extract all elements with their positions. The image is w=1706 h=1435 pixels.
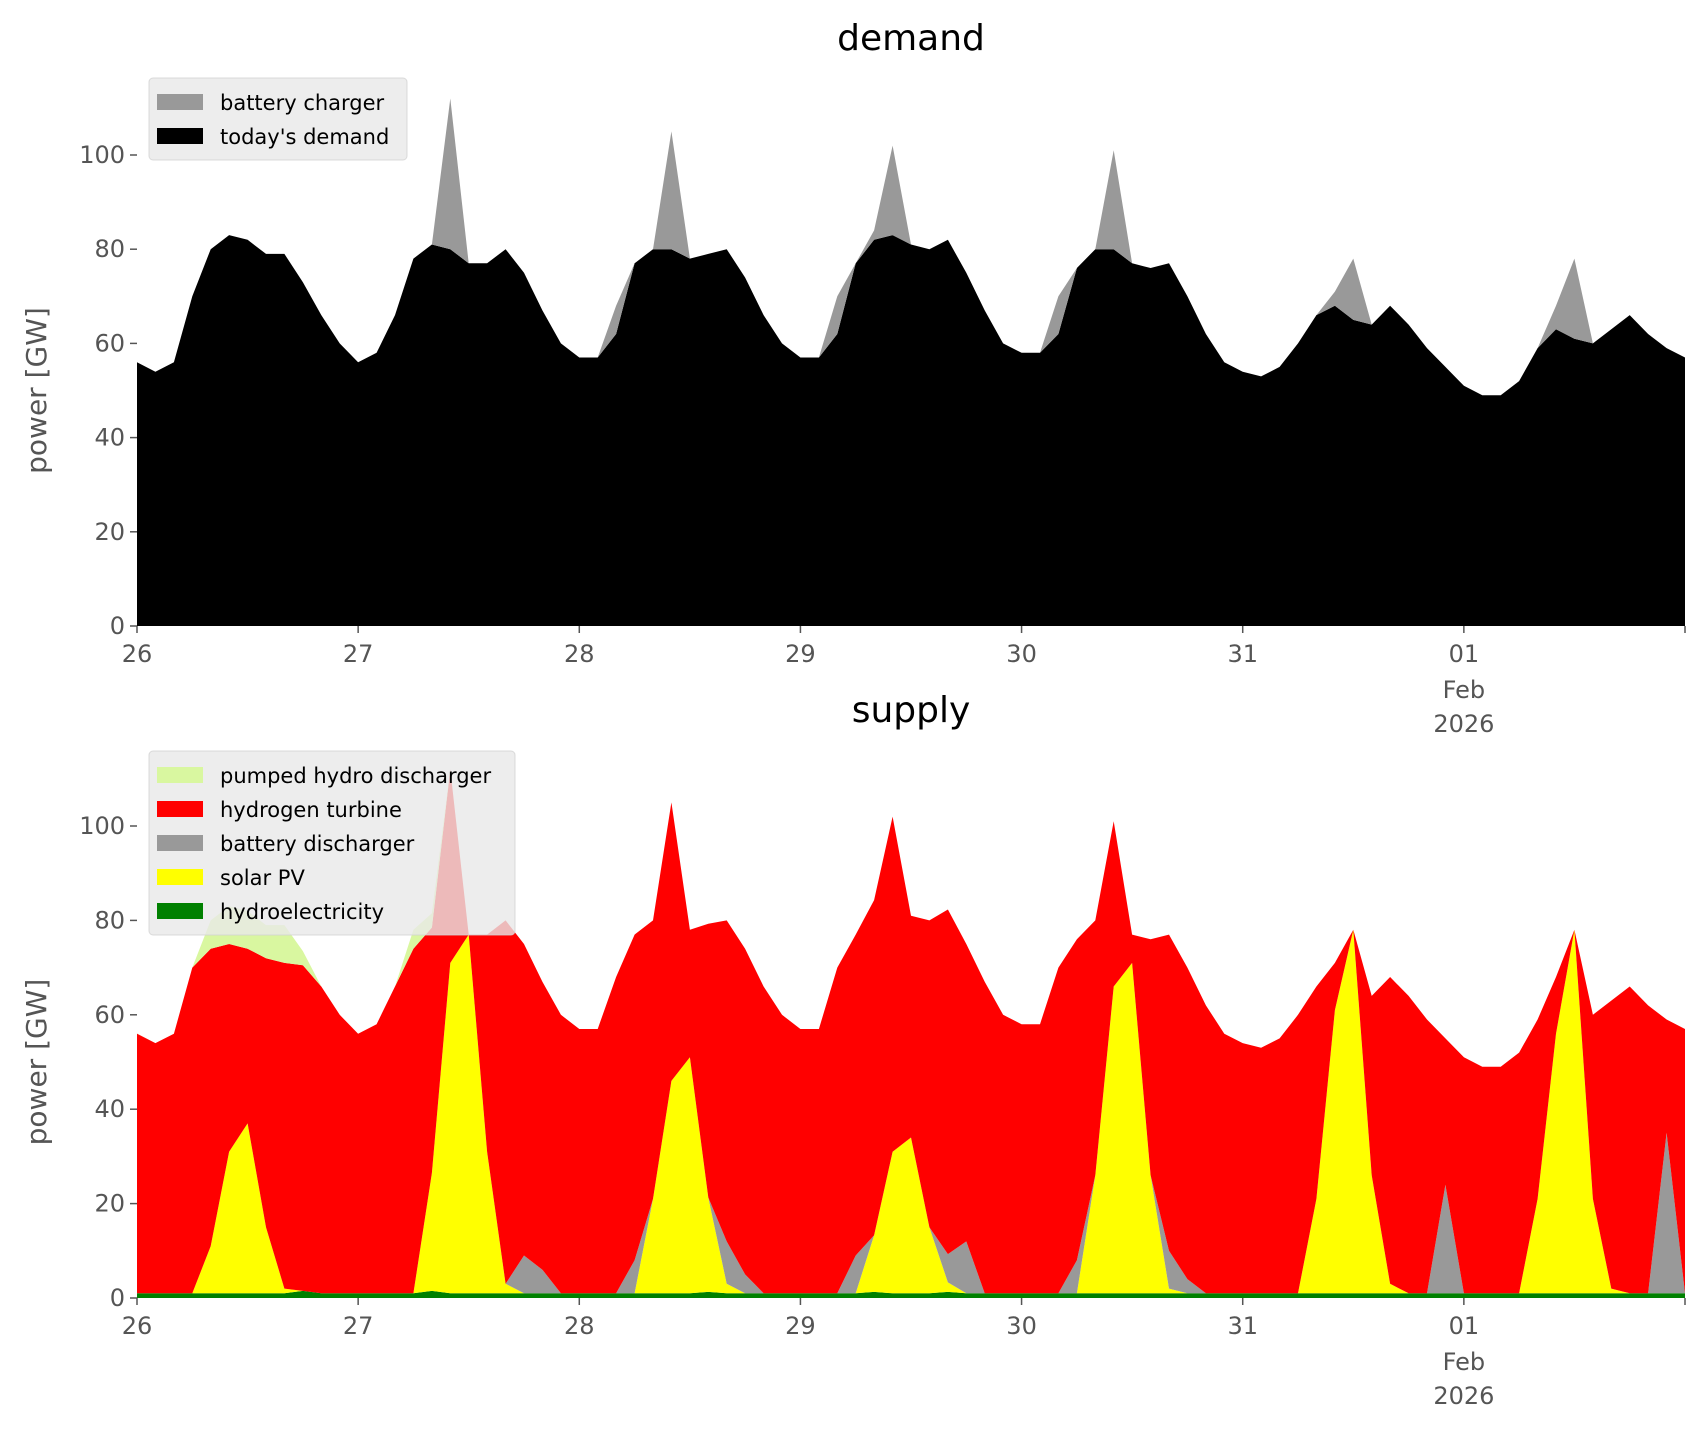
area-hydrogen-turbine xyxy=(137,769,1685,1294)
y-tick-label: 40 xyxy=(94,1095,125,1123)
x-tick-sublabel: Feb xyxy=(1443,676,1486,704)
supply-legend: pumped hydro discharger hydrogen turbine b… xyxy=(148,750,516,936)
x-tick-label: 31 xyxy=(1227,1312,1258,1340)
x-tick-label: 28 xyxy=(564,1312,595,1340)
x-tick-label: 31 xyxy=(1227,640,1258,668)
x-tick-label: 01 xyxy=(1449,1312,1480,1340)
y-tick-label: 0 xyxy=(110,612,125,640)
y-axis-label: power [GW] xyxy=(20,307,53,474)
legend-label: battery charger xyxy=(220,91,385,115)
demand-chart: demand 0 20 40 60 80 100 26 27 28 29 30 31 01 Feb 2026 p… xyxy=(20,18,1686,738)
area-solar-pv xyxy=(137,929,1685,1294)
legend-swatch xyxy=(157,767,203,783)
y-tick-label: 20 xyxy=(94,518,125,546)
x-tick-label: 29 xyxy=(785,1312,816,1340)
y-tick-label: 60 xyxy=(94,329,125,357)
x-tick-label: 26 xyxy=(122,640,153,668)
x-tick-label: 30 xyxy=(1006,640,1037,668)
y-tick-label: 0 xyxy=(110,1284,125,1312)
y-tick-label: 80 xyxy=(94,906,125,934)
x-tick-label: 27 xyxy=(343,640,374,668)
legend-swatch xyxy=(157,801,203,817)
y-tick-label: 60 xyxy=(94,1001,125,1029)
legend-label: pumped hydro discharger xyxy=(220,764,491,788)
demand-legend: battery charger today's demand xyxy=(148,77,408,161)
legend-swatch xyxy=(157,903,203,919)
legend-box xyxy=(148,750,516,936)
supply-title: supply xyxy=(852,690,971,731)
area-hydroelectricity xyxy=(137,1290,1685,1298)
demand-title: demand xyxy=(837,18,985,59)
area-today-s-demand xyxy=(137,235,1685,626)
legend-box xyxy=(148,77,408,161)
x-tick-label: 01 xyxy=(1449,640,1480,668)
legend-swatch xyxy=(157,128,203,144)
legend-label: hydrogen turbine xyxy=(220,798,402,822)
y-tick-label: 20 xyxy=(94,1190,125,1218)
y-tick-label: 100 xyxy=(79,812,125,840)
x-tick-label: 29 xyxy=(785,640,816,668)
area-battery-charger xyxy=(137,98,1685,396)
x-tick-sublabel: 2026 xyxy=(1433,1382,1494,1410)
x-tick-label: 30 xyxy=(1006,1312,1037,1340)
y-axis-label: power [GW] xyxy=(20,979,53,1146)
legend-label: hydroelectricity xyxy=(220,900,384,924)
legend-label: today's demand xyxy=(220,125,389,149)
legend-label: solar PV xyxy=(220,866,305,890)
x-tick-label: 27 xyxy=(343,1312,374,1340)
x-tick-label: 28 xyxy=(564,640,595,668)
y-tick-label: 40 xyxy=(94,424,125,452)
x-tick-sublabel: 2026 xyxy=(1433,710,1494,738)
y-tick-label: 80 xyxy=(94,235,125,263)
legend-swatch xyxy=(157,835,203,851)
legend-swatch xyxy=(157,94,203,110)
legend-swatch xyxy=(157,869,203,885)
supply-chart: supply 0 20 40 60 80 100 26 27 28 29 30 31 01 Feb 2026 p… xyxy=(20,690,1686,1410)
x-tick-label: 26 xyxy=(122,1312,153,1340)
x-tick-sublabel: Feb xyxy=(1443,1348,1486,1376)
y-tick-label: 100 xyxy=(79,141,125,169)
legend-label: battery discharger xyxy=(220,832,415,856)
